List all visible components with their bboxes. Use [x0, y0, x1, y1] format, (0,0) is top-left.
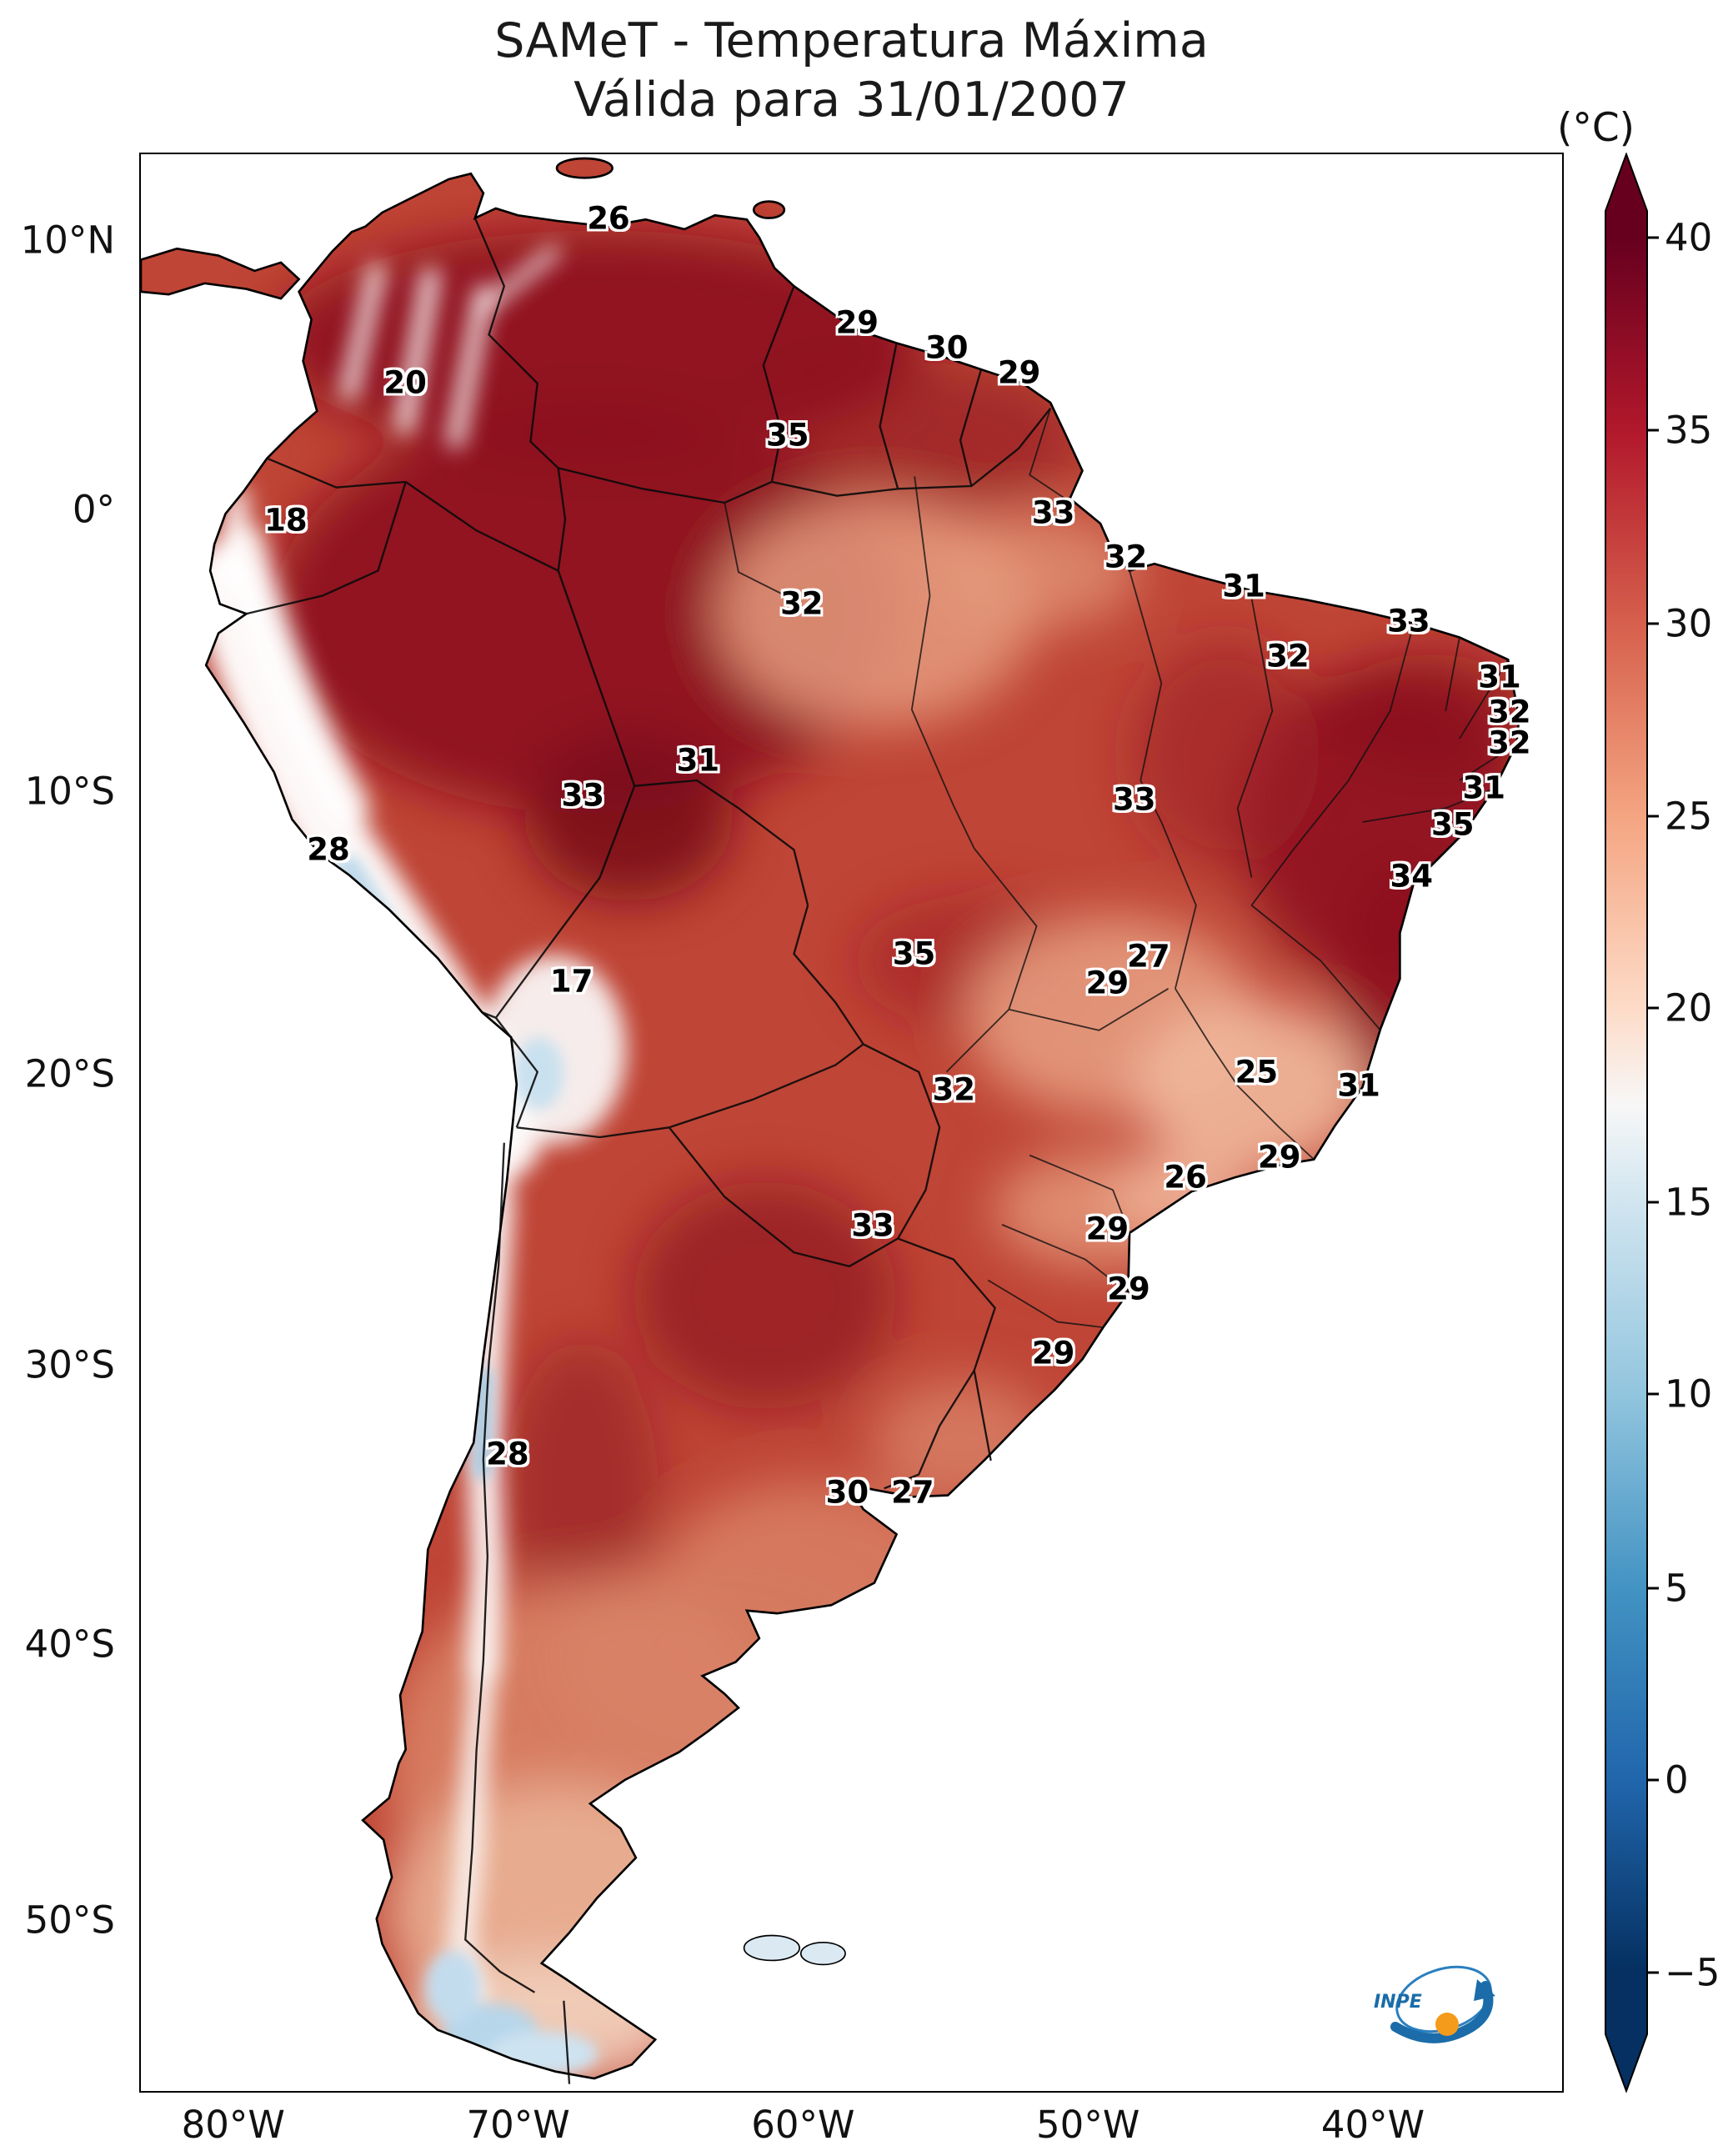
station-temperature-label: 33 — [1113, 781, 1156, 818]
station-temperature-label: 29 — [1107, 1271, 1150, 1307]
station-temperature-label: 29 — [1085, 965, 1129, 1001]
station-temperature-label: 26 — [1164, 1159, 1207, 1196]
lat-tick-label: 20°S — [24, 1051, 115, 1096]
colorbar-unit-label: (°C) — [1557, 105, 1635, 151]
inpe-logo-text: INPE — [1374, 1992, 1422, 2013]
station-temperature-label: 32 — [1488, 694, 1531, 730]
colorbar-tick-label: 10 — [1665, 1371, 1713, 1416]
state-borders — [724, 408, 1517, 1329]
lon-tick-label: 40°W — [1320, 2103, 1425, 2147]
colorbar-tick-mark — [1648, 1587, 1659, 1590]
inpe-orange-dot — [1435, 2013, 1459, 2037]
station-temperature-label: 31 — [1462, 770, 1505, 806]
station-temperature-label: 31 — [1478, 659, 1521, 695]
colorbar-tick-mark — [1648, 1006, 1659, 1010]
station-temperature-label: 30 — [825, 1474, 869, 1511]
lon-tick-label: 50°W — [1036, 2103, 1140, 2147]
station-temperature-label: 25 — [1235, 1054, 1279, 1091]
colorbar-tick-mark — [1648, 1201, 1659, 1204]
lon-tick-label: 80°W — [181, 2103, 285, 2147]
station-temperature-label: 29 — [1085, 1211, 1129, 1247]
lat-tick-label: 10°N — [20, 218, 115, 263]
station-temperature-label: 33 — [561, 777, 605, 814]
station-temperature-label: 32 — [780, 585, 824, 622]
station-temperature-label: 32 — [1488, 725, 1531, 761]
colorbar-tick-label: −5 — [1665, 1950, 1720, 1995]
station-temperature-label: 29 — [997, 354, 1041, 391]
colorbar-tick-label: 35 — [1665, 408, 1713, 453]
colorbar-tick-label: 25 — [1665, 794, 1713, 839]
latitude-axis: 10°N 0° 10°S 20°S 30°S 40°S 50°S — [0, 153, 127, 2093]
station-temperature-label: 28 — [486, 1436, 529, 1472]
colorbar-ticks: 40 35 30 25 20 15 10 5 0 −5 — [1648, 153, 1723, 2093]
colorbar-tick-mark — [1648, 1778, 1659, 1782]
station-temperature-label: 32 — [932, 1071, 976, 1108]
station-temperature-label: 31 — [676, 742, 720, 779]
station-temperature-label: 29 — [1031, 1335, 1075, 1371]
lat-tick-label: 40°S — [24, 1622, 115, 1667]
colorbar-gradient — [1605, 153, 1648, 2093]
falkland-islands — [743, 1934, 846, 1966]
inpe-arrow-head — [1473, 1979, 1495, 2002]
station-temperature-label: 35 — [766, 417, 809, 454]
lon-tick-label: 70°W — [466, 2103, 570, 2147]
station-temperature-label: 32 — [1266, 638, 1310, 674]
longitude-axis: 80°W 70°W 60°W 50°W 40°W — [139, 2098, 1564, 2151]
colorbar-tick-label: 0 — [1665, 1757, 1689, 1803]
lon-tick-label: 60°W — [751, 2103, 855, 2147]
colorbar-tick-mark — [1648, 1971, 1659, 1974]
colorbar-tick-label: 5 — [1665, 1566, 1689, 1611]
map-subtitle: Válida para 31/01/2007 — [573, 73, 1129, 128]
colorbar-tick-label: 20 — [1665, 985, 1713, 1030]
station-temperature-label: 31 — [1222, 568, 1265, 604]
lat-tick-label: 0° — [72, 487, 115, 532]
colorbar-tick-mark — [1648, 1392, 1659, 1396]
inpe-arrow-arc — [1390, 1981, 1494, 2043]
lat-tick-label: 30°S — [24, 1342, 115, 1387]
figure-title: SAMeT - Temperatura Máxima Válida para 3… — [139, 12, 1564, 131]
station-temperature-label: 35 — [892, 935, 936, 972]
colorbar-tick-mark — [1648, 236, 1659, 239]
station-temperature-label: 33 — [851, 1207, 894, 1244]
country-borders — [246, 218, 1052, 2084]
colorbar-tick-mark — [1648, 429, 1659, 432]
colorbar-tick-label: 15 — [1665, 1180, 1713, 1225]
plot-area: 26 29 30 29 20 35 18 33 32 31 32 33 32 31 32 32 31 33 31 33… — [139, 153, 1564, 2093]
colorbar-tick-label: 30 — [1665, 601, 1713, 646]
station-temperature-label: 20 — [383, 364, 427, 401]
station-temperature-label: 29 — [1257, 1139, 1301, 1176]
station-temperature-label: 34 — [1390, 858, 1434, 895]
inpe-logo: INPE — [1374, 1965, 1495, 2043]
station-temperature-label: 27 — [1127, 938, 1170, 975]
station-temperature-label: 28 — [307, 831, 350, 868]
station-temperature-label: 29 — [835, 304, 879, 341]
colorbar-tick-mark — [1648, 815, 1659, 818]
station-temperature-label: 33 — [1387, 603, 1430, 639]
station-temperature-label: 26 — [587, 200, 630, 237]
lat-tick-label: 50°S — [24, 1898, 115, 1943]
colorbar — [1605, 153, 1648, 2093]
station-temperature-label: 17 — [549, 963, 594, 1000]
map-title: SAMeT - Temperatura Máxima — [494, 13, 1209, 68]
colorbar-tick-mark — [1648, 622, 1659, 625]
station-temperature-label: 18 — [264, 502, 308, 539]
station-temperature-label: 31 — [1337, 1067, 1380, 1104]
lat-tick-label: 10°S — [24, 769, 115, 814]
station-temperature-label: 33 — [1031, 494, 1075, 531]
colorbar-tick-label: 40 — [1665, 215, 1713, 260]
station-temperature-label: 30 — [924, 329, 969, 366]
station-temperature-label: 27 — [891, 1474, 934, 1511]
station-temperature-label: 32 — [1104, 539, 1148, 575]
stations-layer: 26 29 30 29 20 35 18 33 32 31 32 33 32 31 32 32 31 33 31 33… — [141, 154, 1562, 2091]
station-temperature-label: 35 — [1430, 806, 1475, 843]
south-america-temperature-map — [141, 157, 1520, 2084]
